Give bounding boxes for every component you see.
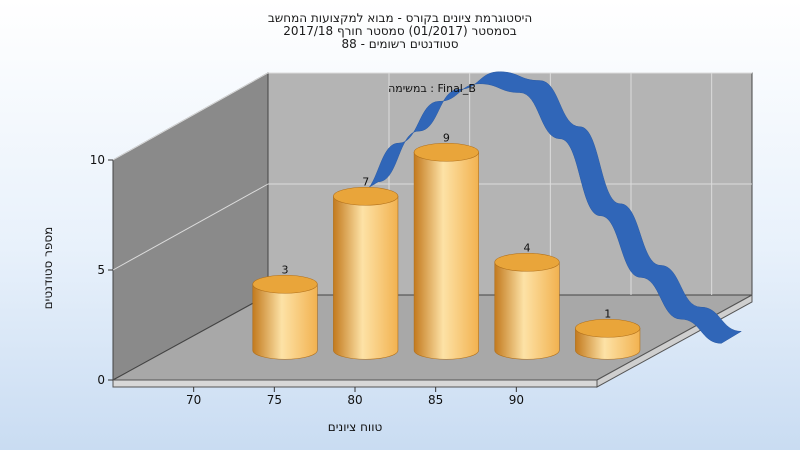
y-tick-label: 0: [97, 373, 105, 387]
bar-top: [333, 186, 399, 206]
curve-layer: [357, 71, 743, 344]
chart-title: היסטוגרמת ציונים בקורס - מבוא למקצועות ה…: [268, 11, 532, 51]
bar-7: [333, 186, 399, 360]
data-label: 3: [282, 263, 289, 276]
bar-layer: [252, 142, 641, 360]
title-line-3: סטודנטים רשומים - 88: [341, 37, 458, 51]
bar-body: [252, 283, 318, 360]
bar-3: [252, 274, 318, 360]
bar-body: [413, 151, 479, 360]
side-gridline: [112, 183, 269, 271]
data-label: 9: [443, 131, 450, 144]
x-tick-label: 80: [347, 393, 362, 407]
x-axis-label: טווח ציונים: [328, 420, 383, 434]
data-label: 4: [524, 241, 531, 254]
title-line-1: היסטוגרמת ציונים בקורס - מבוא למקצועות ה…: [268, 11, 532, 25]
y-tick-label: 10: [90, 153, 105, 167]
data-label-layer: 3 7 9 4 1: [282, 131, 612, 320]
bar-top: [252, 274, 318, 294]
bar-9: [413, 142, 479, 360]
x-tick-label: 90: [509, 393, 524, 407]
floor-front-edge: [112, 379, 598, 388]
x-tick-label: 85: [428, 393, 443, 407]
bar-4: [494, 252, 560, 360]
bar-body: [494, 261, 560, 360]
y-tick-label: 5: [97, 263, 105, 277]
bar-top: [575, 318, 641, 338]
x-tick-label: 75: [267, 393, 282, 407]
data-label: 7: [362, 175, 369, 188]
y-axis-label: מספר סטודנטים: [41, 227, 55, 310]
bar-body: [333, 195, 399, 360]
bar-1: [575, 318, 641, 360]
bar-top: [494, 252, 560, 272]
bar-top: [413, 142, 479, 162]
normal-curve: [357, 71, 743, 344]
title-line-2: בסמסטר (01/2017) סמסטר חורף 2017/18: [283, 24, 516, 38]
x-tick-label: 70: [186, 393, 201, 407]
y-tick-layer: 0 5 10: [90, 153, 113, 387]
side-gridline: [112, 72, 269, 161]
x-tick-layer: 70 75 80 85 90: [186, 387, 524, 407]
data-label: 1: [604, 307, 611, 320]
task-annotation: במשימה : Final_B: [388, 82, 476, 95]
